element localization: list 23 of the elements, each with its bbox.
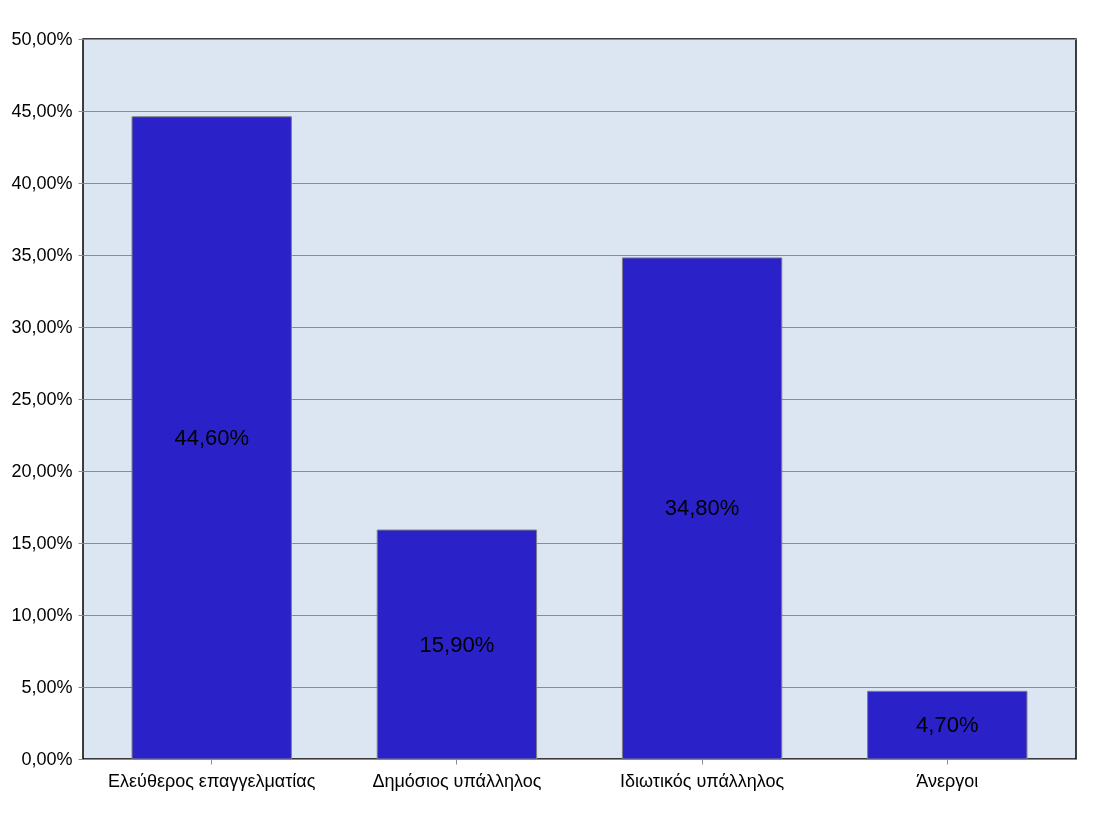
x-tick-label: Ελεύθερος επαγγελματίας: [108, 770, 316, 791]
y-tick-label: 30,00%: [11, 316, 73, 337]
x-tick-label: Ιδιωτικός υπάλληλος: [619, 770, 785, 791]
bar: [376, 529, 538, 760]
bar: [867, 690, 1028, 760]
y-tick-label: 5,00%: [21, 676, 73, 697]
y-tick-label: 20,00%: [11, 460, 73, 481]
x-tick-label: Άνεργοι: [916, 770, 979, 791]
y-tick-label: 25,00%: [11, 388, 73, 409]
bar: [621, 257, 783, 760]
y-tick-label: 0,00%: [21, 748, 73, 769]
y-tick-label: 50,00%: [11, 28, 73, 49]
text: 4,70%: [916, 712, 979, 738]
y-tick-label: 35,00%: [11, 244, 73, 265]
y-tick-label: 45,00%: [11, 100, 73, 121]
y-tick-label: 10,00%: [11, 604, 73, 625]
text: 44,60%: [174, 424, 250, 450]
text: 34,80%: [664, 495, 740, 521]
x-tick-label: Δημόσιος υπάλληλος: [372, 770, 542, 791]
text: 15,90%: [419, 631, 495, 657]
bar: [131, 116, 292, 760]
y-tick-label: 15,00%: [11, 532, 73, 553]
y-tick-label: 40,00%: [11, 172, 73, 193]
